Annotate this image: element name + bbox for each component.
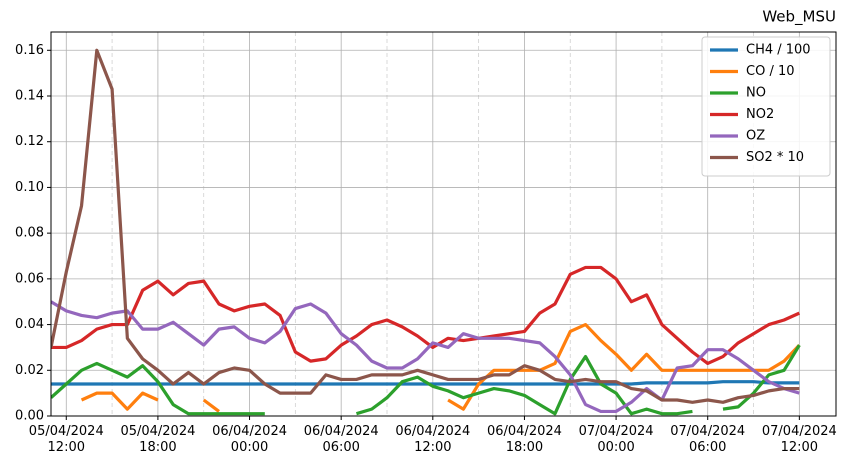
x-tick-label: 06/04/2024 12:00 — [395, 424, 471, 455]
x-tick-label: 05/04/2024 18:00 — [120, 424, 196, 455]
x-tick-label: 06/04/2024 18:00 — [486, 424, 562, 455]
chart-title: Web_MSU — [762, 8, 836, 27]
x-tick-label: 06/04/2024 06:00 — [303, 424, 379, 455]
y-tick-label: 0.16 — [15, 43, 44, 58]
y-tick-label: 0.02 — [15, 363, 44, 378]
series-line — [51, 48, 800, 404]
legend-label: NO2 — [746, 107, 774, 122]
legend-label: CH4 / 100 — [746, 43, 811, 58]
x-tick-label: 07/04/2024 06:00 — [670, 424, 746, 455]
legend-label: NO — [746, 86, 766, 101]
x-tick-label: 05/04/2024 12:00 — [28, 424, 104, 455]
y-tick-label: 0.06 — [15, 271, 44, 286]
y-tick-label: 0.10 — [15, 180, 44, 195]
y-tick-label: 0.14 — [15, 89, 44, 104]
y-tick-label: 0.04 — [15, 317, 44, 332]
series-line — [51, 344, 801, 416]
y-tick-label: 0.12 — [15, 134, 44, 149]
x-tick-label: 06/04/2024 00:00 — [212, 424, 287, 455]
x-tick-label: 07/04/2024 00:00 — [578, 424, 654, 455]
y-tick-label: 0.08 — [15, 226, 44, 241]
series-line — [80, 322, 801, 413]
legend-label: CO / 10 — [746, 64, 795, 79]
legend-label: SO2 * 10 — [746, 150, 804, 165]
y-tick-label: 0.00 — [15, 409, 44, 424]
legend: CH4 / 100 CO / 10 NO NO2 OZ SO2 * 10 — [701, 36, 831, 177]
series-line — [51, 300, 800, 414]
x-tick-label: 07/04/2024 12:00 — [761, 424, 837, 455]
axes-frame — [50, 31, 837, 417]
legend-label: OZ — [746, 129, 765, 144]
series-line — [51, 265, 801, 366]
